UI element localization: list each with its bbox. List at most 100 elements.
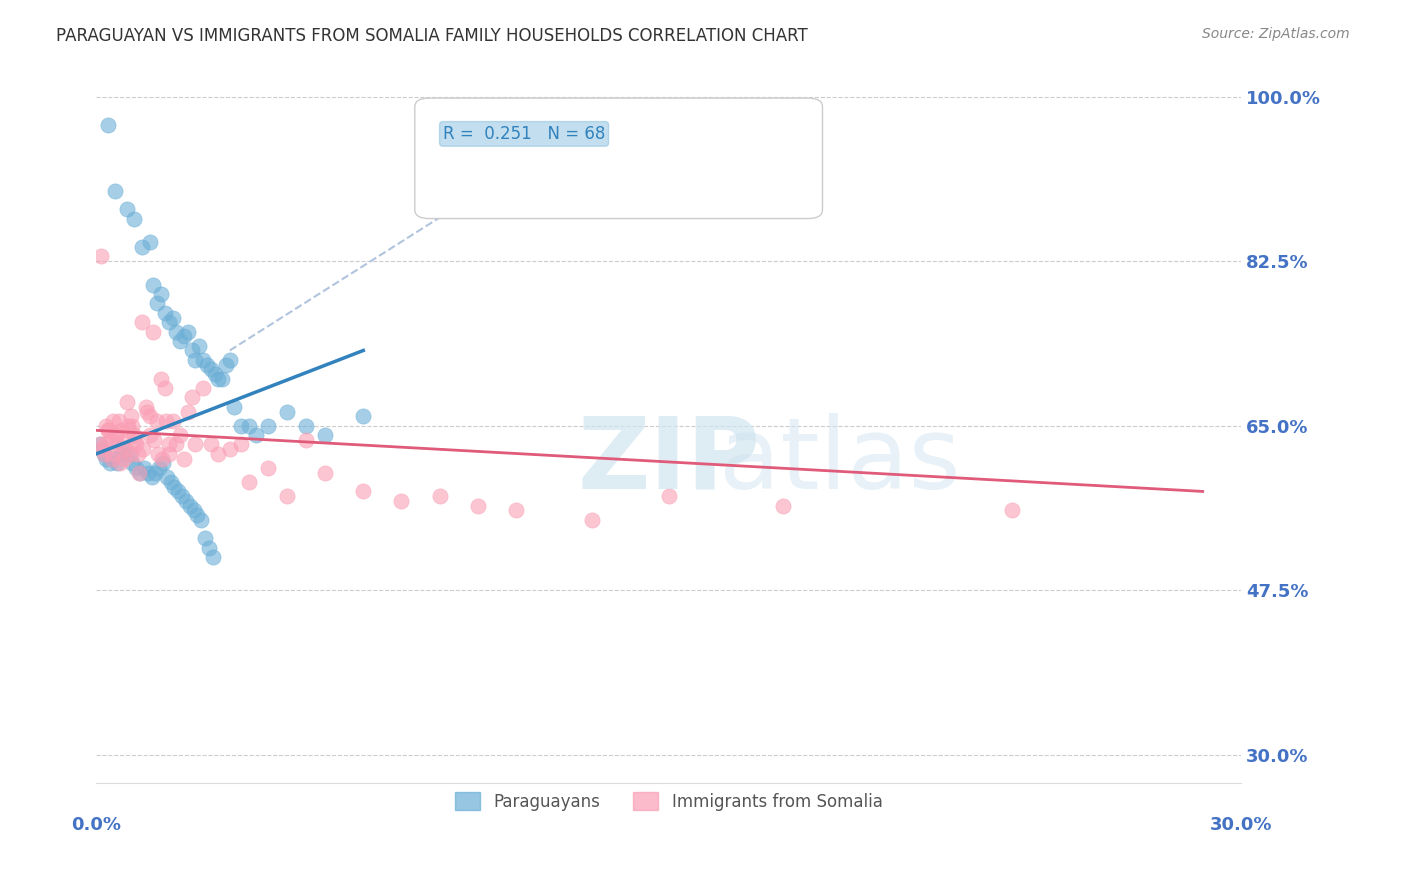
Paraguayans (142, 277, 165, 292)
Immigrants from Somalia (112, 451, 135, 466)
Immigrants from Somalia (105, 437, 128, 451)
Paraguayans (118, 447, 141, 461)
Paraguayans (179, 499, 201, 513)
Immigrants from Somalia (159, 437, 181, 451)
Paraguayans (156, 470, 179, 484)
Paraguayans (125, 461, 148, 475)
Immigrants from Somalia (108, 414, 131, 428)
Immigrants from Somalia (117, 418, 139, 433)
Text: PARAGUAYAN VS IMMIGRANTS FROM SOMALIA FAMILY HOUSEHOLDS CORRELATION CHART: PARAGUAYAN VS IMMIGRANTS FROM SOMALIA FA… (56, 27, 808, 45)
Immigrants from Somalia (98, 433, 121, 447)
Paraguayans (204, 367, 226, 381)
Immigrants from Somalia (135, 404, 157, 418)
Immigrants from Somalia (581, 513, 603, 527)
Paraguayans (97, 118, 120, 132)
Paraguayans (174, 493, 197, 508)
Paraguayans (103, 451, 125, 466)
Paraguayans (132, 461, 155, 475)
Paraguayans (201, 550, 224, 565)
Paraguayans (93, 447, 115, 461)
Paraguayans (162, 310, 184, 325)
Paraguayans (194, 532, 217, 546)
Immigrants from Somalia (138, 409, 160, 424)
Immigrants from Somalia (184, 437, 207, 451)
Text: R = -0.108: R = -0.108 (491, 173, 581, 188)
Paraguayans (198, 541, 221, 555)
Paraguayans (195, 358, 218, 372)
Immigrants from Somalia (103, 414, 125, 428)
Paraguayans (238, 418, 260, 433)
Paraguayans (191, 352, 214, 367)
Immigrants from Somalia (97, 423, 120, 437)
Paraguayans (146, 296, 169, 310)
Paraguayans (314, 428, 336, 442)
Immigrants from Somalia (101, 451, 124, 466)
Paraguayans (186, 508, 208, 522)
Paraguayans (352, 409, 374, 424)
Immigrants from Somalia (135, 400, 157, 414)
Immigrants from Somalia (772, 499, 794, 513)
Immigrants from Somalia (146, 447, 169, 461)
Immigrants from Somalia (120, 409, 142, 424)
Paraguayans (295, 418, 318, 433)
Immigrants from Somalia (191, 381, 214, 395)
Text: Source: ZipAtlas.com: Source: ZipAtlas.com (1202, 27, 1350, 41)
Text: atlas: atlas (720, 413, 962, 510)
Paraguayans (172, 489, 194, 503)
Paraguayans (136, 466, 159, 480)
Immigrants from Somalia (114, 442, 136, 457)
Immigrants from Somalia (1001, 503, 1024, 517)
Paraguayans (138, 235, 160, 250)
Paraguayans (163, 480, 186, 494)
Immigrants from Somalia (165, 437, 187, 451)
Immigrants from Somalia (429, 489, 451, 503)
Immigrants from Somalia (97, 423, 120, 437)
Immigrants from Somalia (177, 404, 200, 418)
Bar (436, 118, 479, 153)
Immigrants from Somalia (110, 423, 132, 437)
Paraguayans (115, 202, 138, 217)
Immigrants from Somalia (121, 418, 143, 433)
Paraguayans (110, 447, 132, 461)
Immigrants from Somalia (146, 414, 169, 428)
Paraguayans (190, 513, 212, 527)
Immigrants from Somalia (218, 442, 240, 457)
Immigrants from Somalia (125, 437, 148, 451)
Immigrants from Somalia (124, 428, 146, 442)
Immigrants from Somalia (139, 428, 162, 442)
Immigrants from Somalia (169, 428, 191, 442)
Text: R =  0.251: R = 0.251 (491, 128, 579, 144)
Immigrants from Somalia (120, 447, 142, 461)
Immigrants from Somalia (238, 475, 260, 489)
Immigrants from Somalia (155, 414, 177, 428)
Paraguayans (104, 184, 127, 198)
Immigrants from Somalia (150, 451, 173, 466)
Immigrants from Somalia (257, 461, 280, 475)
Paraguayans (184, 352, 207, 367)
Paraguayans (177, 325, 200, 339)
Paraguayans (141, 470, 163, 484)
Text: N = 68: N = 68 (655, 128, 713, 144)
Immigrants from Somalia (153, 381, 176, 395)
Immigrants from Somalia (104, 428, 127, 442)
Immigrants from Somalia (505, 503, 527, 517)
Immigrants from Somalia (173, 451, 195, 466)
Text: N = 74: N = 74 (655, 173, 713, 188)
Immigrants from Somalia (128, 466, 150, 480)
Paraguayans (200, 362, 222, 376)
Immigrants from Somalia (142, 325, 165, 339)
Immigrants from Somalia (657, 489, 679, 503)
Immigrants from Somalia (100, 447, 122, 461)
Paraguayans (276, 404, 298, 418)
Immigrants from Somalia (118, 423, 141, 437)
Immigrants from Somalia (276, 489, 298, 503)
Immigrants from Somalia (467, 499, 489, 513)
Immigrants from Somalia (105, 428, 128, 442)
Paraguayans (159, 475, 181, 489)
Paraguayans (114, 442, 136, 457)
Immigrants from Somalia (143, 433, 166, 447)
Paraguayans (105, 456, 128, 470)
Paraguayans (245, 428, 267, 442)
Paraguayans (131, 240, 153, 254)
Paraguayans (148, 461, 170, 475)
